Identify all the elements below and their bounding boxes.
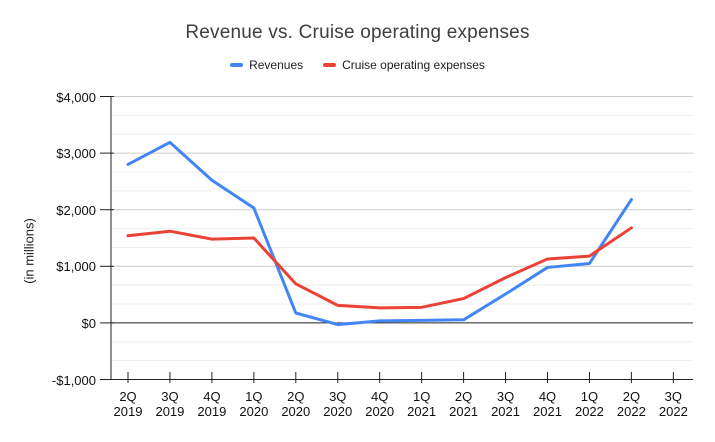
x-tick-label: 3Q 2020 — [323, 389, 353, 419]
x-tick-label: 2Q 2020 — [281, 389, 311, 419]
y-tick-label: $0 — [81, 315, 96, 331]
revenues-series-line — [126, 140, 633, 327]
y-tick-label: $2,000 — [56, 202, 96, 218]
x-tick-label: 1Q 2022 — [574, 389, 604, 419]
x-tick-label: 3Q 2022 — [658, 389, 688, 419]
x-tick-label: 4Q 2019 — [197, 389, 227, 419]
y-tick-label: $1,000 — [56, 259, 96, 275]
x-tick-label: 4Q 2021 — [533, 389, 562, 419]
x-tick-label: 3Q 2021 — [491, 389, 520, 419]
legend-item-revenues: Revenues — [230, 58, 303, 72]
y-tick-label: $3,000 — [56, 146, 96, 162]
legend-label-revenues: Revenues — [249, 58, 304, 72]
legend: Revenues Cruise operating expenses — [0, 57, 715, 73]
x-tick-label: 1Q 2021 — [407, 389, 437, 419]
expenses-series-line — [126, 226, 633, 310]
x-tick-label: 2Q 2019 — [113, 389, 143, 419]
legend-label-expenses: Cruise operating expenses — [342, 58, 485, 72]
chart-title: Revenue vs. Cruise operating expenses — [185, 22, 530, 43]
x-tick-label: 4Q 2020 — [365, 389, 395, 419]
x-tick-label: 1Q 2020 — [239, 389, 269, 419]
expenses-swatch-icon — [323, 63, 337, 67]
y-tick-label: $4,000 — [56, 89, 96, 105]
x-tick-label: 2Q 2021 — [449, 389, 479, 419]
x-tick-label: 3Q 2019 — [155, 389, 185, 419]
revenues-swatch-icon — [230, 63, 244, 67]
legend-item-expenses: Cruise operating expenses — [323, 58, 485, 72]
x-tick-label: 2Q 2022 — [616, 389, 646, 419]
y-tick-label: -$1,000 — [51, 372, 96, 388]
